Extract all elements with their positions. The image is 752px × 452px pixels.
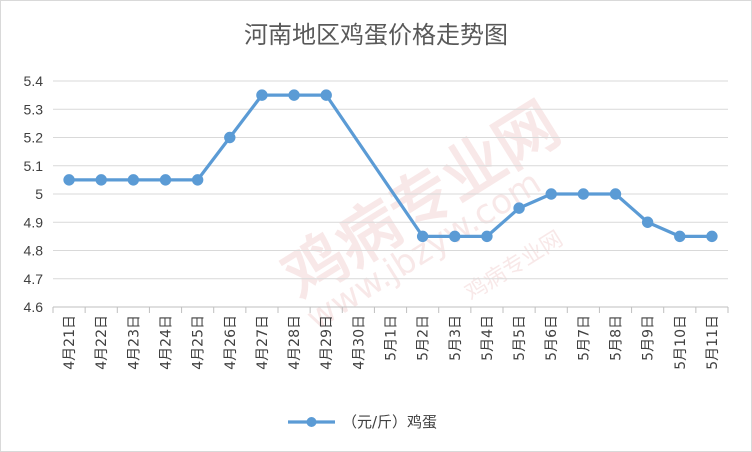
x-tick-label: 5月4日 [480, 315, 496, 361]
x-tick-label: 5月7日 [576, 315, 592, 361]
legend-label: （元/斤）鸡蛋 [342, 413, 437, 431]
data-point[interactable] [288, 89, 300, 101]
y-tick-label: 4.8 [24, 243, 44, 259]
x-tick-label: 4月25日 [191, 315, 207, 370]
y-tick-label: 5.2 [24, 130, 44, 146]
x-tick-label: 4月26日 [223, 315, 239, 370]
x-axis: 4月21日 4月22日 4月23日 4月24日 4月25日 4月26日 4月27日 4月28日… [52, 307, 729, 370]
data-point[interactable] [513, 202, 525, 214]
data-point[interactable] [641, 216, 654, 228]
x-tick-label: 5月3日 [448, 315, 464, 361]
data-point[interactable] [159, 174, 172, 186]
x-tick-label: 4月30日 [351, 315, 367, 370]
series-egg-price [63, 89, 718, 243]
y-tick-label: 5.1 [24, 158, 44, 174]
data-point[interactable] [706, 230, 718, 243]
x-tick-label: 5月9日 [641, 315, 657, 361]
data-point[interactable] [95, 174, 107, 186]
x-tick-label: 5月10日 [673, 315, 689, 370]
data-point[interactable] [481, 230, 493, 243]
data-point[interactable] [449, 230, 461, 243]
y-tick-label: 4.9 [24, 214, 44, 230]
x-tick-label: 4月29日 [319, 315, 335, 370]
x-tick-label: 5月2日 [416, 315, 432, 361]
x-tick-label: 5月11日 [705, 315, 721, 370]
x-tick-label: 4月23日 [126, 315, 142, 370]
data-point[interactable] [320, 89, 332, 101]
data-point[interactable] [674, 230, 686, 243]
y-tick-label: 4.7 [24, 271, 44, 287]
data-point[interactable] [256, 89, 268, 101]
x-tick-label: 4月22日 [94, 315, 110, 370]
data-point[interactable] [127, 174, 140, 186]
watermark: 鸡病专业网 www.jbzyw.com 鸡病专业网 [270, 88, 572, 339]
data-point[interactable] [609, 188, 622, 200]
x-tick-label: 4月24日 [159, 315, 175, 370]
x-tick-label: 5月5日 [512, 315, 528, 361]
series-layer [63, 89, 718, 243]
x-tick-label: 5月1日 [384, 315, 400, 361]
x-tick-label: 5月6日 [544, 315, 560, 361]
x-tick-label: 4月28日 [287, 315, 303, 370]
data-point[interactable] [191, 174, 204, 186]
data-point[interactable] [416, 230, 429, 243]
y-axis: 4.6 4.7 4.8 4.9 5 5.1 5.2 5.3 5.4 [24, 73, 44, 315]
data-point[interactable] [545, 188, 557, 200]
data-point[interactable] [577, 188, 590, 200]
data-point[interactable] [63, 174, 75, 186]
x-tick-label: 4月21日 [62, 315, 78, 370]
y-tick-label: 4.6 [24, 299, 44, 315]
x-tick-label: 4月27日 [255, 315, 271, 370]
legend[interactable]: （元/斤）鸡蛋 [288, 413, 437, 431]
x-tick-label: 5月8日 [609, 315, 625, 361]
y-tick-label: 5.3 [24, 101, 44, 117]
legend-dot-marker [306, 417, 317, 427]
y-tick-label: 5.4 [24, 73, 44, 89]
y-tick-label: 5 [35, 186, 43, 202]
data-point[interactable] [224, 131, 236, 144]
chart-title: 河南地区鸡蛋价格走势图 [244, 21, 508, 49]
